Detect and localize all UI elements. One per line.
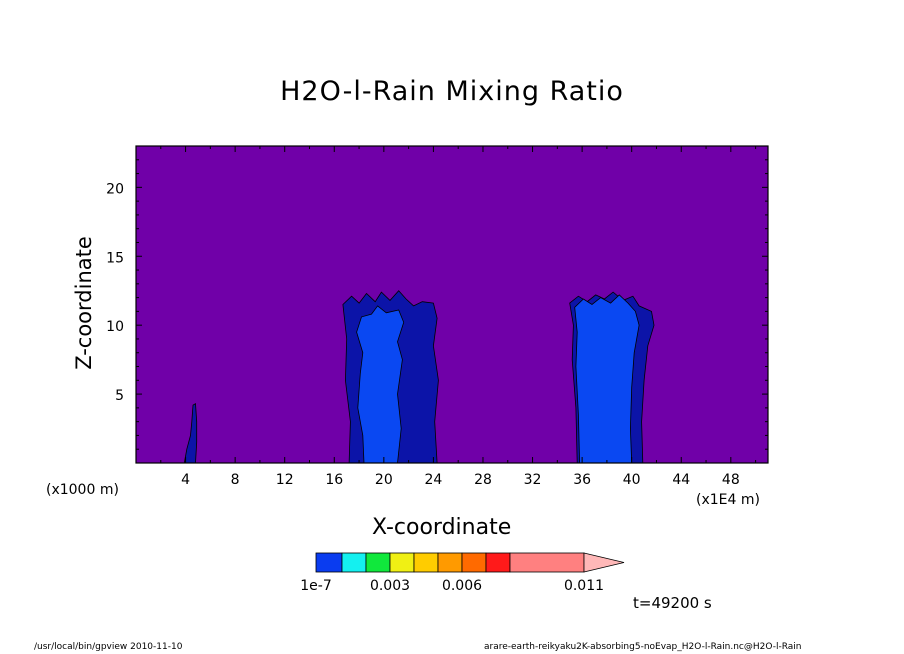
- rain-region-small: [183, 403, 198, 464]
- colorbar: 1e-7 0.003 0.006 0.011: [300, 552, 625, 594]
- x-tick-label: 48: [722, 472, 740, 488]
- field-background: [136, 146, 768, 463]
- x-axis-unit-right: (x1E4 m): [696, 492, 760, 508]
- plot-area: [136, 146, 768, 464]
- colorbar-label: 1e-7: [300, 578, 331, 594]
- colorbar-swatch: [365, 552, 391, 573]
- colorbar-swatch: [461, 552, 487, 573]
- x-tick-label: 36: [573, 472, 591, 488]
- y-tick-label: 15: [106, 250, 124, 266]
- colorbar-swatch: [485, 552, 511, 573]
- x-tick-label: 12: [276, 472, 294, 488]
- colorbar-label: 0.006: [442, 578, 482, 594]
- y-tick-label: 10: [106, 319, 124, 335]
- x-tick-label: 8: [231, 472, 240, 488]
- y-tick-label: 5: [115, 388, 124, 404]
- rain-region-east-core: [574, 294, 640, 464]
- colorbar-label: 0.011: [564, 578, 604, 594]
- x-tick-label: 20: [375, 472, 393, 488]
- x-tick-label: 44: [672, 472, 690, 488]
- x-tick-label: 16: [325, 472, 343, 488]
- colorbar-swatch: [413, 552, 439, 573]
- colorbar-swatch: [509, 552, 585, 573]
- chart-title: H2O-l-Rain Mixing Ratio: [280, 76, 624, 107]
- footer-program-path: /usr/local/bin/gpview 2010-11-10: [34, 642, 183, 652]
- colorbar-swatch: [437, 552, 463, 573]
- colorbar-swatch: [341, 552, 367, 573]
- x-tick-label: 4: [181, 472, 190, 488]
- x-tick-label: 32: [524, 472, 542, 488]
- x-tick-label: 24: [424, 472, 442, 488]
- footer-file-name: arare-earth-reikyaku2K-absorbing5-noEvap…: [484, 642, 802, 652]
- x-axis-label: X-coordinate: [372, 515, 512, 540]
- x-tick-label: 28: [474, 472, 492, 488]
- colorbar-swatch: [389, 552, 415, 573]
- colorbar-extension: [583, 552, 625, 573]
- time-label: t=49200 s: [633, 594, 712, 612]
- y-axis-label: Z-coordinate: [72, 236, 96, 370]
- rain-region-central-core: [356, 305, 405, 464]
- axis-ticks: [135, 145, 769, 464]
- y-tick-label: 20: [106, 181, 124, 197]
- x-tick-label: 40: [623, 472, 641, 488]
- plot-frame: [135, 145, 769, 464]
- colorbar-swatch: [315, 552, 343, 573]
- x-axis-unit-left: (x1000 m): [46, 482, 119, 498]
- colorbar-label: 0.003: [370, 578, 410, 594]
